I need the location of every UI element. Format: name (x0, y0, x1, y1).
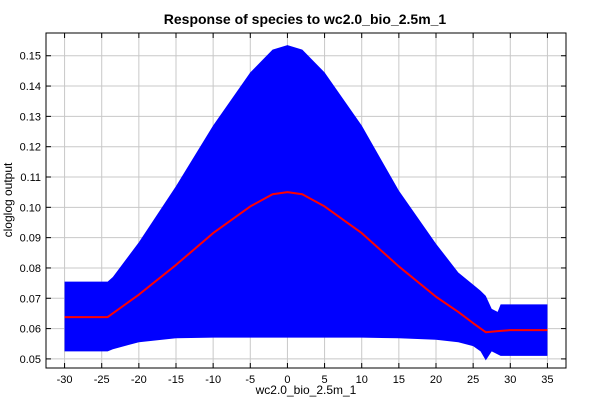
x-tick-label: -20 (131, 374, 147, 386)
x-tick-label: 15 (393, 374, 405, 386)
x-tick-label: 35 (541, 374, 553, 386)
x-tick-label: -5 (245, 374, 255, 386)
x-tick-label: -30 (57, 374, 73, 386)
x-tick-label: 30 (504, 374, 516, 386)
x-axis-label: wc2.0_bio_2.5m_1 (255, 383, 357, 397)
x-tick-label: 20 (430, 374, 442, 386)
axis-ticks: -30 -25 -20 -15 -10 -5 0 5 10 15 20 25 30 35 0.05 0.06 0… (20, 33, 566, 386)
plot-frame (45, 32, 567, 369)
y-tick-label: 0.10 (20, 202, 41, 214)
x-tick-label: 5 (322, 374, 328, 386)
chart-title: Response of species to wc2.0_bio_2.5m_1 (164, 11, 447, 27)
y-tick-label: 0.05 (20, 354, 41, 366)
y-tick-label: 0.08 (20, 263, 41, 275)
y-tick-label: 0.07 (20, 293, 41, 305)
y-axis-label: cloglog output (1, 162, 15, 237)
y-tick-label: 0.13 (20, 111, 41, 123)
mean-response-line (64, 191, 548, 334)
y-tick-label: 0.15 (20, 51, 41, 63)
x-tick-label: 0 (284, 374, 290, 386)
x-tick-label: 25 (467, 374, 479, 386)
y-tick-label: 0.14 (20, 81, 41, 93)
x-tick-label: -15 (168, 374, 184, 386)
x-tick-label: 10 (356, 374, 368, 386)
y-tick-label: 0.09 (20, 233, 41, 245)
x-tick-label: -25 (94, 374, 110, 386)
y-tick-label: 0.11 (20, 172, 41, 184)
plot-area (64, 45, 548, 361)
confidence-band (64, 45, 548, 361)
y-tick-label: 0.12 (20, 142, 41, 154)
x-tick-label: -10 (205, 374, 221, 386)
y-tick-label: 0.06 (20, 324, 41, 336)
